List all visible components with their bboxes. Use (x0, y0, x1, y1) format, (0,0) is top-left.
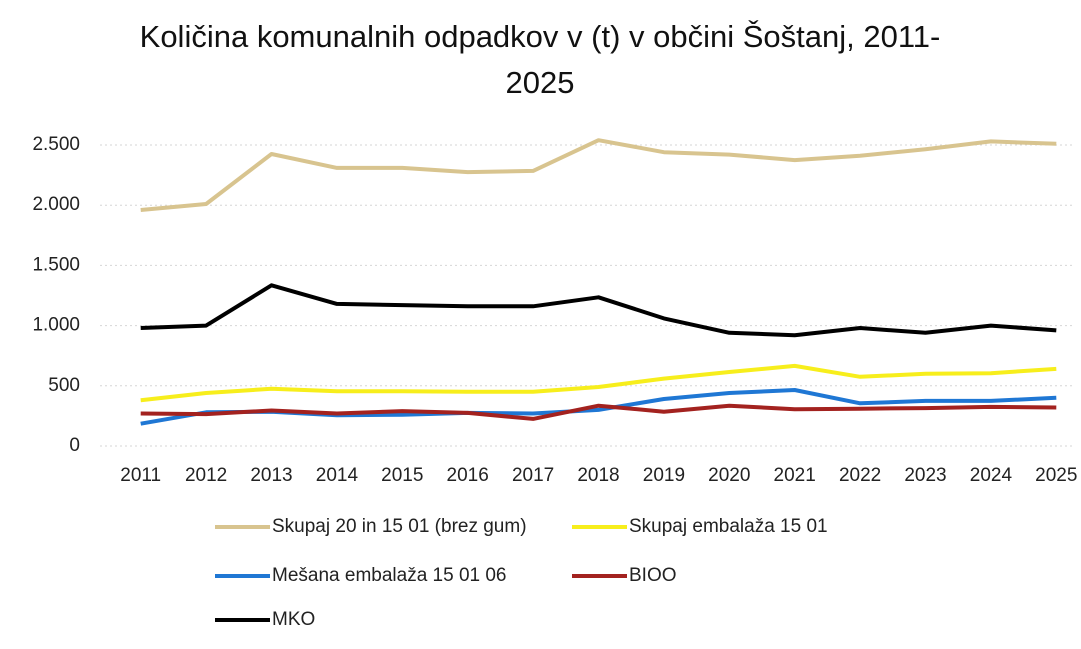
x-tick-label: 2013 (250, 465, 292, 486)
y-tick-label: 2.000 (32, 194, 80, 215)
legend-label: Mešana embalaža 15 01 06 (272, 565, 507, 586)
legend-label: Skupaj 20 in 15 01 (brez gum) (272, 516, 527, 537)
x-tick-label: 2012 (185, 465, 227, 486)
y-tick-label: 0 (69, 435, 80, 456)
x-tick-label: 2019 (643, 465, 685, 486)
legend-label: BIOO (629, 565, 677, 586)
series-line (140, 283, 1057, 338)
x-tick-label: 2014 (316, 465, 359, 486)
x-tick-label: 2016 (447, 465, 489, 486)
chart-title: Količina komunalnih odpadkov v (t) v obč… (139, 19, 941, 100)
x-tick-label: 2021 (774, 465, 816, 486)
x-tick-label: 2020 (708, 465, 750, 486)
series-line (140, 138, 1057, 212)
legend-label: Skupaj embalaža 15 01 (629, 516, 828, 537)
series-line (140, 403, 1057, 421)
x-tick-label: 2018 (577, 465, 619, 486)
y-tick-label: 500 (48, 375, 80, 396)
x-tick-label: 2023 (904, 465, 946, 486)
legend-label: MKO (272, 609, 315, 630)
y-tick-label: 2.500 (32, 134, 80, 155)
y-tick-label: 1.000 (32, 315, 80, 336)
x-tick-label: 2024 (970, 465, 1013, 486)
y-tick-label: 1.500 (32, 254, 80, 275)
x-tick-label: 2022 (839, 465, 881, 486)
x-tick-label: 2017 (512, 465, 554, 486)
x-tick-label: 2011 (120, 465, 161, 486)
series-line (140, 363, 1057, 403)
x-tick-label: 2025 (1035, 465, 1077, 486)
x-tick-label: 2015 (381, 465, 423, 486)
